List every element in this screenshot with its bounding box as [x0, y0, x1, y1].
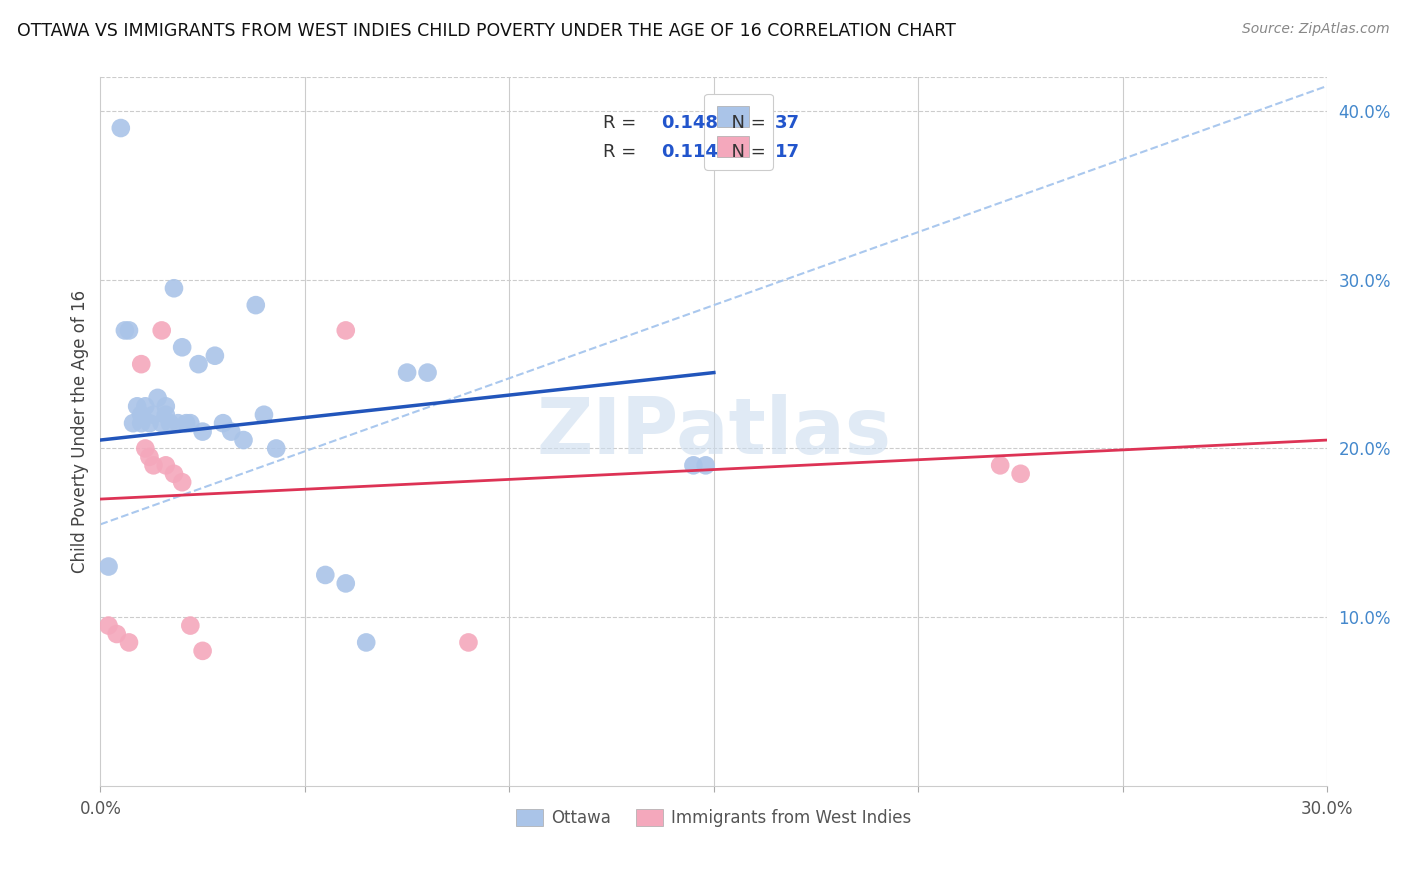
Point	[155, 400, 177, 414]
Point	[695, 458, 717, 473]
Point	[134, 442, 156, 456]
Point	[457, 635, 479, 649]
Point	[114, 323, 136, 337]
Text: 17: 17	[775, 143, 800, 161]
Text: 37: 37	[775, 114, 800, 133]
Point	[146, 391, 169, 405]
Text: ZIPatlas: ZIPatlas	[536, 393, 891, 469]
Point	[416, 366, 439, 380]
Point	[232, 433, 254, 447]
Point	[138, 450, 160, 464]
Point	[138, 416, 160, 430]
Point	[134, 400, 156, 414]
Point	[354, 635, 377, 649]
Point	[97, 618, 120, 632]
Point	[264, 442, 287, 456]
Point	[118, 635, 141, 649]
Point	[142, 408, 165, 422]
Text: 0.148: 0.148	[661, 114, 718, 133]
Point	[129, 357, 152, 371]
Point	[335, 323, 357, 337]
Point	[118, 323, 141, 337]
Point	[142, 458, 165, 473]
Point	[129, 416, 152, 430]
Text: N =: N =	[720, 114, 772, 133]
Point	[163, 467, 186, 481]
Text: 0.114: 0.114	[661, 143, 718, 161]
Point	[988, 458, 1011, 473]
Legend: Ottawa, Immigrants from West Indies: Ottawa, Immigrants from West Indies	[509, 803, 918, 834]
Point	[172, 340, 194, 354]
Text: N =: N =	[720, 143, 772, 161]
Point	[191, 425, 214, 439]
Point	[127, 400, 149, 414]
Point	[122, 416, 145, 430]
Point	[150, 323, 173, 337]
Point	[396, 366, 419, 380]
Point	[172, 475, 194, 490]
Point	[682, 458, 704, 473]
Point	[204, 349, 226, 363]
Y-axis label: Child Poverty Under the Age of 16: Child Poverty Under the Age of 16	[72, 290, 89, 574]
Point	[174, 416, 197, 430]
Point	[155, 408, 177, 422]
Text: R =: R =	[603, 143, 643, 161]
Point	[187, 357, 209, 371]
Point	[314, 568, 336, 582]
Point	[163, 281, 186, 295]
Point	[179, 618, 201, 632]
Point	[159, 416, 181, 430]
Point	[1010, 467, 1032, 481]
Point	[179, 416, 201, 430]
Point	[150, 416, 173, 430]
Point	[155, 458, 177, 473]
Point	[110, 121, 132, 136]
Text: OTTAWA VS IMMIGRANTS FROM WEST INDIES CHILD POVERTY UNDER THE AGE OF 16 CORRELAT: OTTAWA VS IMMIGRANTS FROM WEST INDIES CH…	[17, 22, 956, 40]
Point	[335, 576, 357, 591]
Point	[105, 627, 128, 641]
Point	[129, 408, 152, 422]
Point	[253, 408, 276, 422]
Point	[245, 298, 267, 312]
Text: Source: ZipAtlas.com: Source: ZipAtlas.com	[1241, 22, 1389, 37]
Point	[97, 559, 120, 574]
Point	[167, 416, 190, 430]
Point	[212, 416, 235, 430]
Text: R =: R =	[603, 114, 643, 133]
Point	[191, 644, 214, 658]
Point	[219, 425, 242, 439]
